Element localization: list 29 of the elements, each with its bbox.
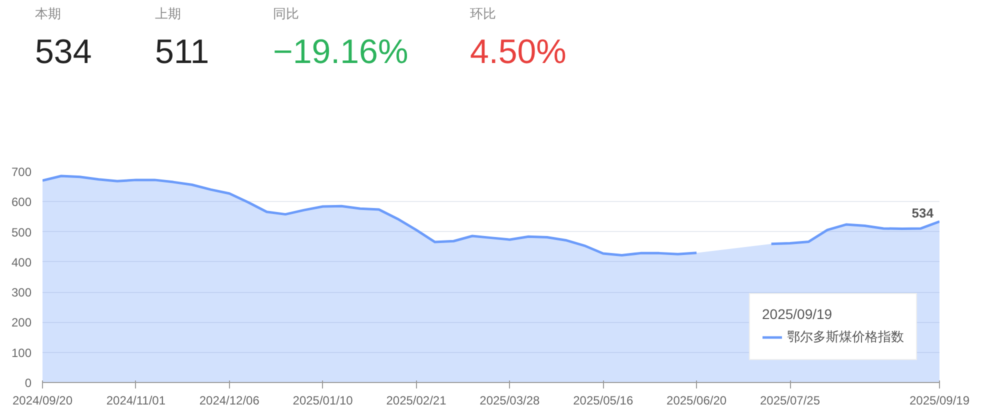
data-label: 534 bbox=[912, 206, 934, 221]
y-tick-label: 700 bbox=[11, 165, 32, 179]
x-tick-label: 2024/12/06 bbox=[199, 394, 260, 408]
text: −19.16% bbox=[273, 32, 408, 73]
x-tick-label: 2024/09/20 bbox=[12, 394, 73, 408]
text: 本期 bbox=[35, 6, 61, 24]
text: 环比 bbox=[470, 6, 496, 24]
y-tick-label: 600 bbox=[11, 195, 32, 210]
y-tick-label: 100 bbox=[11, 346, 32, 360]
text: 同比 bbox=[273, 6, 299, 24]
y-tick-label: 300 bbox=[11, 286, 32, 300]
annotation: 2025/09/19 bbox=[762, 306, 834, 322]
y-tick-label: 200 bbox=[11, 316, 32, 330]
y-tick-label: 400 bbox=[11, 255, 32, 270]
x-tick-label: 2025/06/20 bbox=[666, 394, 727, 408]
text: 4.50% bbox=[470, 32, 566, 73]
x-tick-label: 2025/01/10 bbox=[292, 394, 354, 408]
y-tick-label: 500 bbox=[11, 225, 32, 240]
text: 534 bbox=[35, 32, 92, 73]
x-tick-label: 2025/05/16 bbox=[573, 394, 634, 408]
text: 511 bbox=[155, 32, 210, 73]
x-tick-label: 2025/02/21 bbox=[386, 394, 447, 408]
x-tick-label: 2024/11/01 bbox=[106, 394, 166, 408]
y-tick-label: 0 bbox=[24, 376, 32, 390]
x-tick-label: 2025/03/28 bbox=[480, 394, 540, 408]
text: 上期 bbox=[155, 6, 181, 24]
legend-label: 鄂尔多斯煤价格指数 bbox=[787, 329, 904, 346]
x-tick-label: 2025/09/19 bbox=[909, 394, 970, 408]
x-tick-label: 2025/07/25 bbox=[760, 394, 820, 408]
